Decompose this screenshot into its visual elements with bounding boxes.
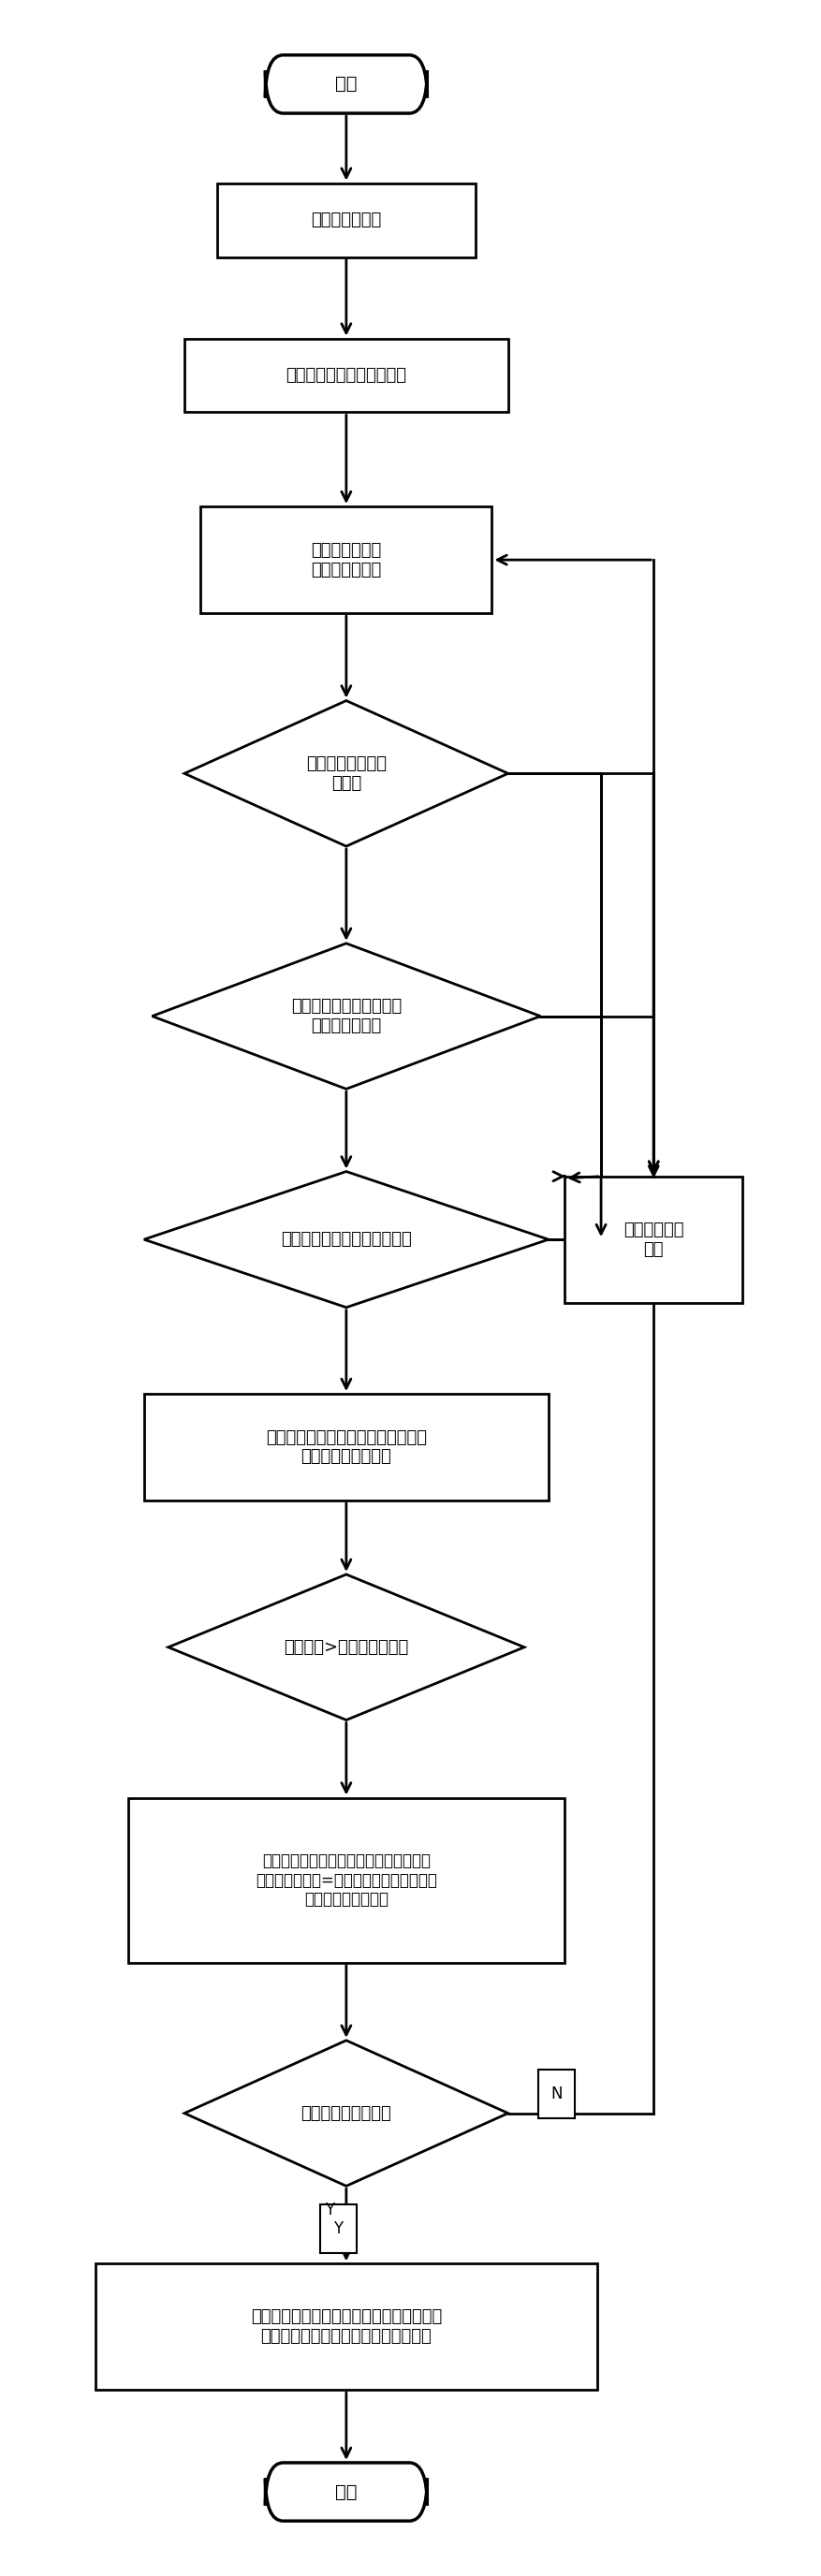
Text: 首个浇次连浇衔接，连浇炉数增加当
前浇次内的炉次总数: 首个浇次连浇衔接，连浇炉数增加当 前浇次内的炉次总数	[265, 1430, 426, 1466]
Bar	[538, 2069, 574, 2117]
Text: 按编号顺序取第一台连铸机: 按编号顺序取第一台连铸机	[286, 366, 406, 384]
Text: 根据连浇许可和断面判断各台连铸机上的后
续浇次是否连浇，并进行浇次拆分处理: 根据连浇许可和断面判断各台连铸机上的后 续浇次是否连浇，并进行浇次拆分处理	[250, 2308, 442, 2344]
Bar	[95, 2264, 596, 2391]
Bar	[184, 337, 507, 412]
Text: 转到下一台连
铸机: 转到下一台连 铸机	[623, 1221, 683, 1257]
Text: 开始: 开始	[335, 75, 357, 93]
Bar	[128, 1798, 564, 1963]
Bar	[200, 507, 491, 613]
Bar	[217, 183, 475, 258]
Text: 取浇次表中连铸
机上的首个浇次: 取浇次表中连铸 机上的首个浇次	[310, 541, 381, 577]
Bar	[564, 1177, 742, 1303]
Polygon shape	[168, 1574, 524, 1721]
Text: N: N	[550, 2087, 562, 2102]
FancyBboxPatch shape	[265, 2463, 427, 2522]
Polygon shape	[184, 701, 507, 848]
Bar	[144, 1394, 548, 1502]
Text: 结束: 结束	[335, 2483, 357, 2501]
Text: Y: Y	[325, 2202, 334, 2218]
Text: 连浇炉数>最大连浇炉数？: 连浇炉数>最大连浇炉数？	[283, 1638, 408, 1656]
Text: 首个浇次与衔接设置中的
断面是否相同？: 首个浇次与衔接设置中的 断面是否相同？	[291, 997, 401, 1036]
Polygon shape	[184, 2040, 507, 2187]
FancyBboxPatch shape	[265, 54, 427, 113]
Text: 遍历完所有连铸机？: 遍历完所有连铸机？	[300, 2105, 391, 2123]
Bar	[319, 2205, 356, 2254]
Text: 计算连浇后是否有时间冲突？: 计算连浇后是否有时间冲突？	[281, 1231, 411, 1247]
Text: 生成原始浇次表: 生成原始浇次表	[310, 211, 381, 229]
Polygon shape	[152, 943, 539, 1090]
Polygon shape	[144, 1172, 548, 1309]
Text: Y: Y	[333, 2221, 342, 2236]
Text: 浇次拆分处理，将当前浇次拆分成两个浇
次，使连浇炉数=最大连浇炉数，前一浇次
连浇，后一浇次断浇: 浇次拆分处理，将当前浇次拆分成两个浇 次，使连浇炉数=最大连浇炉数，前一浇次 连…	[255, 1852, 437, 1909]
Text: 首个浇次是否允许
连浇？: 首个浇次是否允许 连浇？	[305, 755, 386, 791]
